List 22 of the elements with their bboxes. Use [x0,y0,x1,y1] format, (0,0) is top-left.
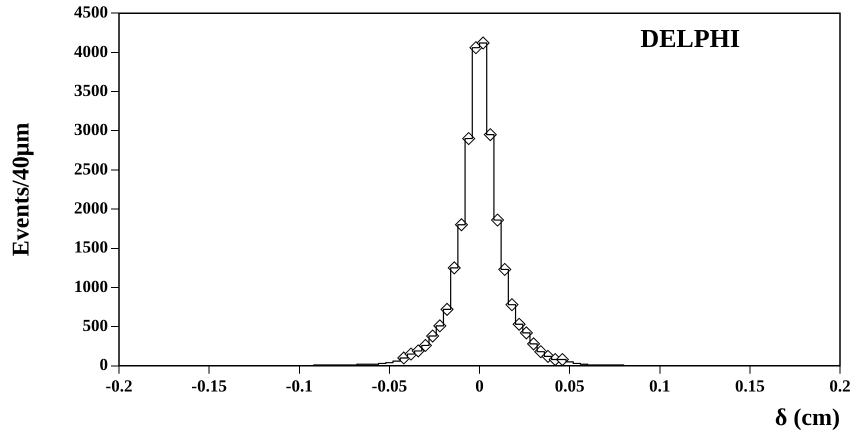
y-tick-label: 1500 [74,238,108,257]
x-axis-title: δ (cm) [774,404,840,431]
x-tick-label: 0.2 [829,376,851,396]
y-axis-title: Events/40μm [8,122,35,256]
y-tick-label: 4000 [74,42,108,61]
x-tick-label: -0.2 [106,376,132,396]
y-tick-label: 0 [100,355,108,374]
y-tick-label: 3500 [74,80,108,100]
x-tick-label: -0.1 [286,376,313,396]
x-tick-label: 0.15 [735,376,765,396]
y-tick-label: 4500 [74,2,108,22]
x-tick-label: 0.05 [554,376,584,396]
y-tick-label: 500 [82,316,108,336]
y-tick-label: 2000 [74,198,108,218]
x-tick-label: -0.15 [191,376,227,396]
x-tick-label: -0.05 [372,376,408,396]
annotation: DELPHI [640,24,740,53]
y-tick-label: 2500 [74,159,108,178]
y-tick-label: 1000 [74,276,108,296]
x-tick-label: 0.1 [649,376,670,396]
x-tick-label: 0 [475,376,484,396]
y-tick-label: 3000 [74,120,108,140]
